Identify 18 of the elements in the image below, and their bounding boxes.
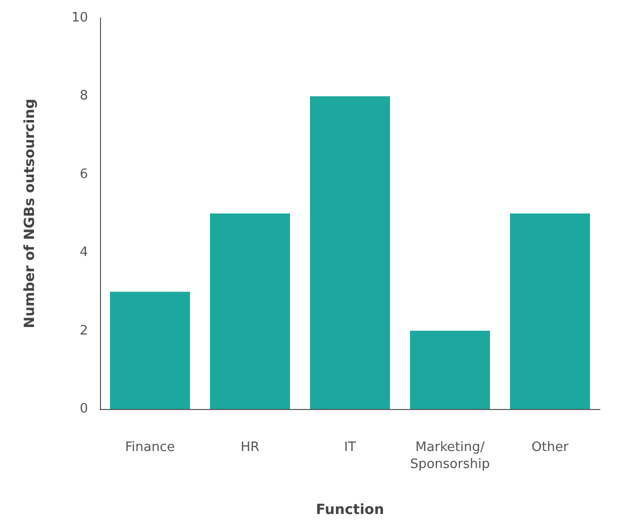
y-tick-label: 10 [71, 10, 88, 26]
y-tick-label: 6 [80, 166, 88, 182]
y-tick-label: 4 [80, 245, 88, 260]
x-axis-title: Function [316, 502, 384, 518]
bar [510, 214, 590, 409]
bar [210, 214, 290, 409]
y-tick-label: 8 [80, 88, 88, 104]
x-tick-label: Other [532, 440, 570, 455]
x-tick-label: Marketing/Sponsorship [410, 440, 490, 472]
y-axis-title: Number of NGBs outsourcing [22, 98, 38, 328]
y-tick-label: 2 [80, 323, 88, 338]
bar [110, 292, 190, 409]
bar [410, 330, 490, 409]
y-tick-label: 0 [80, 402, 88, 416]
x-tick-label: Finance [125, 440, 175, 455]
x-tick-label: IT [344, 440, 356, 455]
x-tick-label: HR [240, 440, 260, 455]
bar [310, 96, 390, 409]
